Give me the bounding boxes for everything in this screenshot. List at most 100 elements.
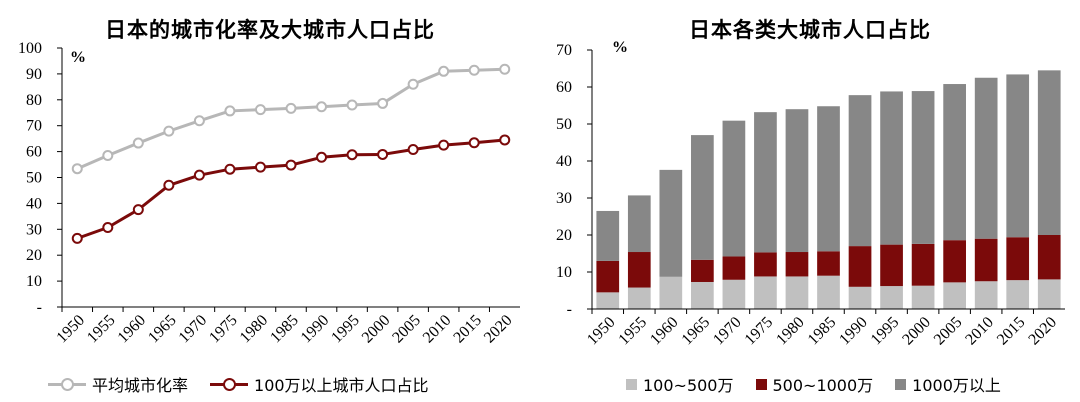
line-chart-plot: -102030405060708090100%19501955196019651… — [18, 40, 520, 347]
y-tick-label: 60 — [26, 144, 42, 161]
x-tick-label: 1970 — [176, 312, 211, 347]
bar-segment-1 — [627, 252, 651, 288]
bar-segment-0 — [880, 286, 903, 309]
legend-line-swatch — [210, 377, 249, 391]
bar-segment-0 — [1006, 280, 1030, 309]
y-tick-label: 10 — [26, 273, 42, 290]
series-line-1 — [76, 138, 505, 240]
x-tick-label: 2000 — [899, 314, 934, 349]
legend-label: 500~1000万 — [772, 376, 874, 395]
bar-segment-0 — [627, 287, 651, 309]
bar-segment-2 — [943, 84, 966, 241]
data-point — [163, 179, 175, 191]
x-tick-label: 2020 — [1025, 314, 1060, 349]
x-tick-label: 1980 — [237, 312, 272, 347]
data-point — [71, 163, 83, 175]
y-tick-label: 50 — [556, 116, 572, 133]
bar-segment-0 — [848, 286, 872, 309]
bar-segment-1 — [880, 244, 903, 287]
chart-title: 日本的城市化率及大城市人口占比 — [105, 18, 435, 42]
bar-segment-0 — [754, 276, 777, 309]
data-point — [499, 63, 511, 75]
x-tick-label: 2020 — [481, 312, 516, 347]
data-point — [468, 64, 480, 76]
bar-segment-2 — [754, 112, 777, 253]
bar-segment-2 — [596, 210, 620, 261]
bar-segment-1 — [722, 256, 746, 280]
data-point — [163, 125, 175, 137]
y-tick-label: 70 — [26, 118, 42, 135]
data-point — [377, 148, 389, 160]
data-point — [468, 137, 480, 149]
chart-title: 日本各类大城市人口占比 — [689, 18, 931, 42]
bar-segment-2 — [659, 169, 683, 277]
bar-segment-0 — [691, 281, 714, 309]
bar-segment-2 — [974, 77, 998, 239]
y-tick-label: 90 — [26, 66, 42, 83]
y-tick-label: 100 — [18, 40, 42, 57]
legend-swatch — [895, 378, 907, 390]
x-tick-label: 2015 — [994, 314, 1029, 349]
x-tick-label: 1995 — [868, 314, 903, 349]
series-line-0 — [76, 67, 505, 171]
bar-segment-0 — [785, 276, 809, 309]
y-tick-label: 80 — [26, 92, 42, 109]
x-tick-label: 1965 — [679, 314, 714, 349]
bar-segment-0 — [596, 292, 620, 309]
data-point — [132, 204, 144, 216]
data-point — [102, 221, 114, 233]
data-point — [285, 159, 297, 171]
chart-legend: 平均城市化率 100万以上城市人口占比 — [48, 372, 451, 396]
y-unit-label: % — [70, 49, 86, 66]
bar-segment-1 — [596, 260, 620, 293]
bar-segment-1 — [817, 251, 840, 276]
data-point — [438, 139, 450, 151]
bar-segment-0 — [974, 281, 998, 309]
x-tick-label: 2010 — [962, 314, 997, 349]
data-point — [346, 149, 358, 161]
x-tick-label: 1990 — [836, 314, 871, 349]
y-tick-label: 40 — [556, 153, 572, 170]
bar-segment-1 — [848, 246, 872, 287]
x-tick-label: 2000 — [359, 312, 394, 347]
bar-segment-0 — [943, 282, 966, 309]
x-tick-label: 2005 — [389, 312, 424, 347]
x-tick-label: 1960 — [115, 312, 150, 347]
x-tick-label: 1975 — [206, 312, 241, 347]
bar-segment-2 — [722, 120, 746, 257]
y-tick-label: - — [37, 299, 42, 316]
x-tick-label: 1970 — [710, 314, 745, 349]
legend-line-swatch — [48, 377, 86, 391]
bar-segment-0 — [817, 275, 840, 309]
bar-segment-1 — [1006, 237, 1030, 281]
legend-item-1m-5m: 100~500万 — [626, 372, 734, 396]
legend-label: 100~500万 — [643, 376, 734, 395]
data-point — [254, 161, 266, 173]
bar-segment-2 — [1006, 74, 1030, 238]
legend-swatch — [755, 378, 767, 390]
x-tick-label: 1995 — [328, 312, 363, 347]
bar-segment-2 — [785, 109, 809, 253]
data-point — [499, 134, 511, 146]
chart-legend: 100~500万 500~1000万 1000万以上 — [626, 372, 1023, 396]
bar-segment-2 — [627, 195, 651, 253]
x-tick-label: 1950 — [584, 314, 619, 349]
data-point — [224, 163, 236, 175]
bar-segment-1 — [691, 259, 714, 282]
bar-segment-2 — [880, 91, 903, 245]
y-tick-label: 30 — [26, 221, 42, 238]
x-tick-label: 2005 — [931, 314, 966, 349]
legend-item-10m-plus: 1000万以上 — [895, 372, 1001, 396]
data-point — [193, 169, 205, 181]
x-tick-label: 1975 — [742, 314, 777, 349]
data-point — [346, 99, 358, 111]
legend-item-5m-10m: 500~1000万 — [755, 372, 874, 396]
bar-segment-1 — [754, 252, 777, 277]
x-tick-label: 1955 — [615, 314, 650, 349]
data-point — [102, 149, 114, 161]
data-point — [407, 78, 419, 90]
data-point — [316, 151, 328, 163]
urbanization-line-chart: 日本的城市化率及大城市人口占比 - 10 20 30 40 50 60 70 80 90 100% 1… — [18, 18, 520, 396]
bar-segment-2 — [1037, 70, 1061, 235]
y-tick-label: 40 — [26, 195, 42, 212]
